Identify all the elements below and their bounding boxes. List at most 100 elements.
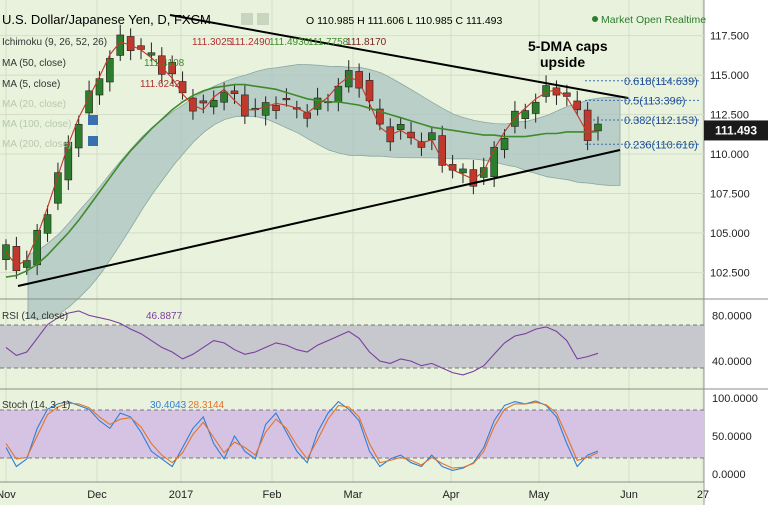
candle-body — [43, 214, 52, 234]
rsi-value: 46.8877 — [146, 311, 183, 322]
candle-body — [22, 260, 31, 268]
ichimoku-label: Ichimoku (9, 26, 52, 26) — [2, 37, 107, 48]
candle-body — [126, 36, 135, 51]
legend-eye-icons[interactable] — [88, 115, 98, 146]
moving-average-lines — [5, 41, 599, 278]
rsi-band — [0, 325, 704, 368]
candle-body — [199, 100, 208, 104]
price-ticks: 117.500 115.000 112.500 110.000 107.500 105.0… — [710, 31, 750, 280]
eye-icon[interactable] — [88, 115, 98, 125]
time-tick-label: Dec — [87, 489, 107, 501]
fib-label: 0.5(113.396) — [624, 95, 686, 107]
candle-body — [106, 58, 114, 83]
ichimoku-value-2: 111.2490 — [230, 37, 271, 48]
ma50-value: 111.4108 — [144, 58, 185, 69]
ohlc-values: O 110.985 H 111.606 L 110.985 C 111.493 — [306, 15, 503, 27]
time-tick-label: Apr — [442, 489, 459, 501]
annotation-line-1: 5-DMA caps — [528, 38, 608, 54]
time-tick-label: Mar — [344, 489, 363, 501]
rsi-line — [5, 310, 599, 376]
stoch-d-value: 28.3144 — [188, 400, 225, 411]
candle-body — [386, 126, 395, 143]
candle-body — [230, 90, 239, 94]
ichimoku-value-3: 111.4930 — [269, 37, 310, 48]
ma5-label: MA (5, close) — [2, 79, 60, 90]
candle-body — [521, 110, 530, 119]
candle-body — [428, 132, 436, 141]
fib-label: 0.382(112.153) — [624, 115, 698, 127]
time-tick-label: 27 — [697, 489, 709, 501]
candlestick-series — [2, 24, 602, 279]
candle-body — [85, 90, 93, 114]
candle-body — [511, 110, 519, 127]
candle-body — [12, 246, 21, 272]
candle-body — [573, 100, 582, 111]
cloud-band — [27, 64, 621, 321]
candle-body — [168, 62, 176, 75]
candle-body — [438, 135, 447, 166]
rsi-tick-label: 40.0000 — [712, 356, 752, 368]
candle-body — [147, 52, 156, 56]
close-icon[interactable] — [257, 13, 269, 25]
price-tick-label: 115.000 — [710, 70, 749, 82]
stoch-d-line — [5, 401, 599, 469]
price-tick-label: 105.000 — [710, 228, 750, 240]
candle-body — [459, 168, 467, 174]
stoch-series — [5, 400, 599, 471]
candle-body — [241, 94, 249, 117]
price-tick-label: 112.500 — [710, 110, 749, 122]
ma50-line — [5, 83, 599, 278]
annotation-line-2: upside — [540, 54, 585, 70]
ma200-label: MA (200, close) — [2, 139, 71, 150]
ma50-label: MA (50, close) — [2, 58, 66, 69]
candle-body — [500, 138, 509, 151]
time-tick-label: Feb — [263, 489, 282, 501]
stoch-tick-label: 0.0000 — [712, 469, 746, 481]
stoch-pane: Stoch (14, 3, 1) 30.4043 28.3144 100.000… — [0, 388, 768, 481]
time-tick-label: 2017 — [169, 489, 193, 501]
candle-body — [261, 102, 270, 116]
rsi-ticks: 80.0000 40.0000 — [712, 310, 752, 368]
stoch-label: Stoch (14, 3, 1) — [2, 400, 70, 411]
time-tick-label: May — [529, 489, 550, 501]
candle-body — [479, 167, 488, 178]
price-tick-label: 107.500 — [710, 188, 750, 200]
fib-label: 0.618(114.639) — [624, 76, 698, 88]
stoch-tick-label: 100.0000 — [712, 393, 758, 405]
candle-body — [376, 108, 384, 125]
stoch-k-value: 30.4043 — [150, 400, 187, 411]
rsi-tick-label: 80.0000 — [712, 310, 752, 322]
candle-body — [178, 81, 187, 94]
candle-body — [594, 123, 602, 132]
stoch-ticks: 100.0000 50.0000 0.0000 — [712, 393, 758, 481]
settings-icon[interactable] — [241, 13, 253, 25]
candle-body — [209, 99, 218, 108]
ichimoku-cloud — [27, 64, 621, 321]
stoch-tick-label: 50.0000 — [712, 431, 752, 443]
upper-trendline — [169, 14, 629, 99]
candle-body — [396, 124, 405, 130]
fib-label: 0.236(110.616) — [624, 139, 698, 151]
market-status: Market Open Realtime — [601, 14, 706, 26]
candle-body — [157, 55, 166, 75]
candle-body — [272, 105, 280, 111]
candle-body — [220, 91, 228, 103]
ma100-label: MA (100, close) — [2, 119, 71, 130]
ma20-label: MA (20, close) — [2, 99, 66, 110]
current-price-value: 111.493 — [715, 123, 757, 137]
candle-body — [95, 78, 104, 96]
eye-icon[interactable] — [88, 136, 98, 146]
price-tick-label: 102.500 — [710, 267, 750, 279]
time-tick-label: Nov — [0, 489, 16, 501]
fibonacci-levels: 0.618(114.639) 0.5(113.396) 0.382(112.153)… — [585, 76, 700, 151]
market-status-dot — [592, 16, 598, 22]
ichimoku-value-4: 111.7758 — [308, 37, 349, 48]
ichimoku-value-5: 111.8170 — [346, 37, 387, 48]
candle-body — [531, 101, 540, 114]
candle-body — [365, 80, 374, 102]
time-ticks: Nov Dec 2017 Feb Mar Apr May Jun 27 — [0, 489, 709, 501]
price-tick-label: 117.500 — [710, 31, 749, 43]
rsi-pane: RSI (14, close) 46.8877 80.0000 40.0000 — [0, 298, 768, 376]
lower-trendline — [17, 149, 621, 287]
